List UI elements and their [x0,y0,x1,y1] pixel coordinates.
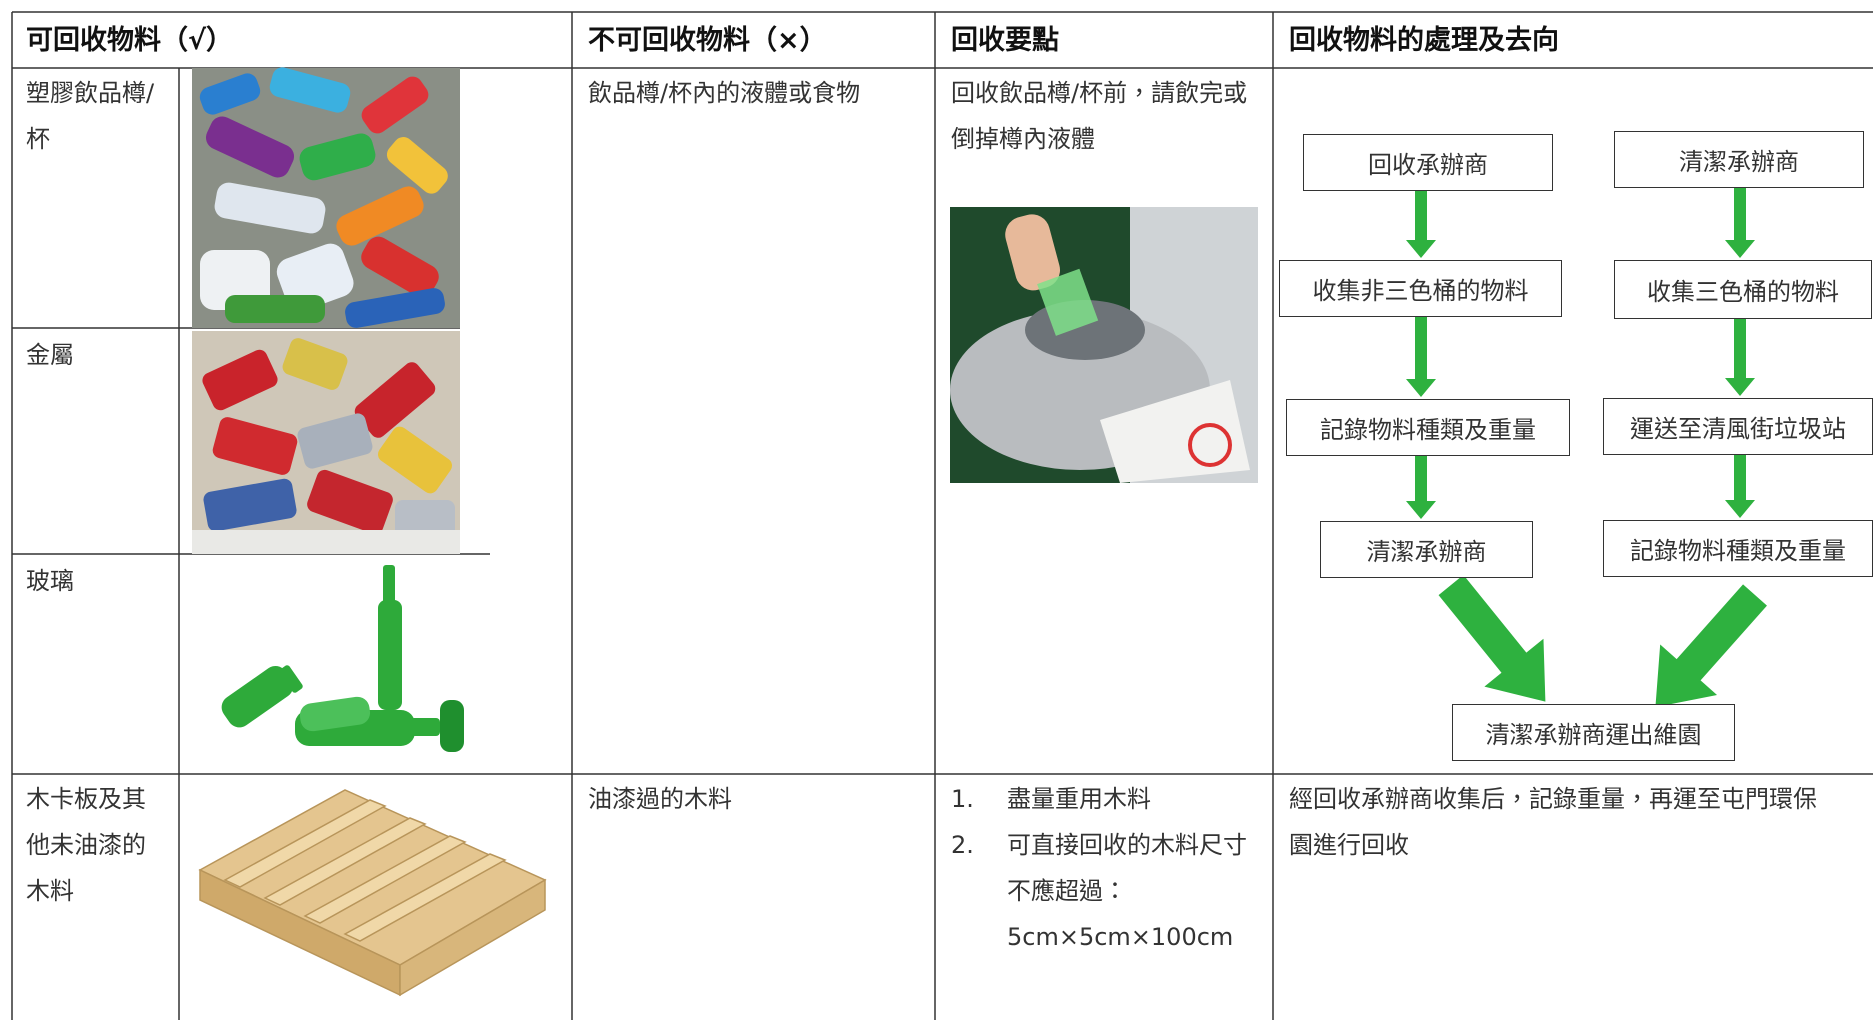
flow-arrows [1406,188,1767,708]
arrow [1725,188,1755,258]
metal-cans-image [192,331,460,554]
header-cell: 回收物料的處理及去向 [1289,25,1559,56]
list-text: 可直接回收的木料尺寸不應超過：5cm×5cm×100cm [1007,831,1247,951]
flow-node: 記錄物料種類及重量 [1286,399,1570,456]
material-label: 塑膠飲品樽/杯 [26,79,155,153]
arrow [1438,574,1546,702]
plastic-bottles-image [192,67,460,328]
flow-node: 收集非三色桶的物料 [1279,260,1562,317]
header-cell: 不可回收物料（×） [588,25,827,56]
arrow [1725,455,1755,518]
arrow [1655,584,1767,708]
header-cell: 可回收物料（√） [26,25,234,56]
flow-node: 記錄物料種類及重量 [1603,520,1873,577]
non-recyclable-text: 油漆過的木料 [588,785,732,813]
header-cell: 回收要點 [951,25,1059,56]
material-label: 木卡板及其他未油漆的木料 [26,785,146,905]
arrow [1725,319,1755,396]
flow-node: 收集三色桶的物料 [1614,260,1872,319]
list-number: 1. [951,785,974,813]
pallet-image [198,789,547,997]
key-points-text: 回收飲品樽/杯前，請飲完或倒掉樽內液體 [951,79,1248,153]
liquid-disposal-image [950,207,1258,483]
flow-node: 清潔承辦商運出維園 [1452,704,1735,761]
flow-node: 清潔承辦商 [1614,131,1864,188]
flow-node: 清潔承辦商 [1320,521,1533,578]
material-label: 金屬 [26,341,74,369]
glass-bottles-image [221,565,464,752]
material-label: 玻璃 [26,567,74,595]
list-number: 2. [951,831,974,859]
flow-node: 運送至清風街垃圾站 [1603,398,1873,455]
arrow [1406,456,1436,519]
flow-node: 回收承辦商 [1303,134,1553,191]
processing-text: 經回收承辦商收集后，記錄重量，再運至屯門環保園進行回收 [1289,785,1817,859]
list-text: 盡量重用木料 [1007,785,1151,813]
non-recyclable-text: 飲品樽/杯內的液體或食物 [588,79,861,107]
arrow [1406,317,1436,397]
arrow [1406,191,1436,258]
